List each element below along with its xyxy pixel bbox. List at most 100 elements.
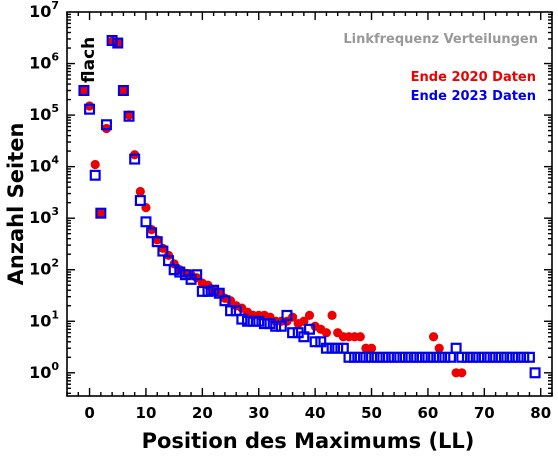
- point-2020: [90, 159, 100, 170]
- point-2020: [299, 316, 309, 326]
- point-2023: [377, 351, 389, 363]
- point-2023: [507, 351, 519, 363]
- point-2023: [478, 351, 490, 363]
- point-2020: [304, 310, 315, 320]
- point-2023: [219, 295, 231, 307]
- point-2023: [366, 351, 378, 363]
- point-2023: [230, 305, 242, 317]
- point-2023: [444, 351, 456, 363]
- x-tick-label: 40: [305, 404, 326, 422]
- x-tick-label: 70: [474, 404, 495, 422]
- y-tick-label: 103: [29, 205, 59, 227]
- y-tick-label: 106: [29, 51, 59, 73]
- point-2023: [241, 315, 253, 327]
- x-tick-label: 10: [136, 404, 157, 422]
- y-tick-label: 104: [29, 154, 59, 176]
- y-tick-label: 105: [29, 102, 59, 124]
- point-2023: [399, 351, 411, 363]
- point-2023: [354, 351, 366, 363]
- point-2020: [84, 101, 95, 111]
- point-2023: [473, 351, 485, 363]
- point-2020: [321, 328, 332, 338]
- point-2023: [163, 255, 175, 267]
- point-2023: [196, 285, 208, 297]
- point-2023: [349, 351, 361, 363]
- point-2020: [135, 186, 145, 197]
- point-2023: [456, 351, 468, 363]
- point-2023: [275, 320, 287, 332]
- point-2023: [151, 236, 163, 248]
- point-2023: [270, 320, 282, 332]
- point-2023: [100, 119, 112, 131]
- point-2023: [518, 351, 530, 363]
- x-tick-label: 20: [192, 404, 213, 422]
- point-2023: [298, 331, 310, 343]
- point-2023: [78, 84, 90, 96]
- point-2023: [326, 342, 338, 354]
- point-2023: [123, 110, 135, 122]
- point-2023: [202, 285, 214, 297]
- point-2023: [213, 287, 225, 299]
- point-2023: [236, 313, 248, 325]
- point-2020: [118, 85, 128, 96]
- x-axis-label: Position des Maximums (LL): [142, 429, 475, 453]
- point-2023: [174, 266, 186, 278]
- point-2023: [433, 351, 445, 363]
- point-2023: [405, 351, 417, 363]
- point-2023: [309, 336, 321, 348]
- point-2023: [168, 264, 180, 276]
- point-2023: [529, 367, 541, 379]
- point-2023: [512, 351, 524, 363]
- legend-entry-2020: Ende 2020 Daten: [411, 70, 536, 85]
- point-2023: [258, 318, 270, 330]
- data-points: [78, 34, 541, 379]
- point-2023: [428, 351, 440, 363]
- point-2023: [287, 327, 299, 339]
- point-2023: [490, 351, 502, 363]
- point-2020: [327, 310, 337, 320]
- point-2023: [411, 351, 423, 363]
- point-2020: [96, 208, 106, 218]
- point-2023: [523, 351, 535, 363]
- point-2023: [320, 342, 332, 354]
- point-2023: [501, 351, 513, 363]
- point-2023: [281, 309, 293, 321]
- y-axis-label: Anzahl Seiten: [4, 123, 28, 286]
- point-2023: [89, 169, 101, 181]
- x-tick-label: 50: [361, 404, 382, 422]
- point-2023: [422, 351, 434, 363]
- point-2023: [360, 351, 372, 363]
- point-2023: [467, 351, 479, 363]
- point-2020: [355, 332, 365, 342]
- point-2020: [457, 368, 467, 378]
- point-2023: [146, 227, 158, 239]
- point-2020: [428, 332, 439, 342]
- point-2023: [337, 342, 349, 354]
- x-tick-label: 0: [84, 404, 94, 422]
- legend-entry-2023: Ende 2023 Daten: [411, 89, 536, 104]
- point-2023: [461, 351, 473, 363]
- point-2023: [134, 195, 146, 207]
- point-2023: [129, 153, 141, 165]
- annotation-flach: flach: [79, 37, 99, 83]
- x-tick-label: 80: [530, 404, 551, 422]
- point-2023: [112, 37, 124, 49]
- point-2023: [343, 351, 355, 363]
- chart-title: Linkfrequenz Verteilungen: [343, 32, 538, 47]
- point-2023: [304, 323, 316, 335]
- point-2023: [439, 351, 451, 363]
- point-2023: [315, 336, 327, 348]
- point-2023: [247, 315, 259, 327]
- point-2023: [106, 34, 118, 46]
- plot-frame: [66, 11, 553, 397]
- point-2023: [140, 216, 152, 228]
- point-2023: [382, 351, 394, 363]
- point-2023: [495, 351, 507, 363]
- point-2023: [450, 342, 462, 354]
- point-2023: [394, 351, 406, 363]
- point-2023: [95, 207, 107, 219]
- point-2023: [264, 318, 276, 330]
- y-tick-label: 102: [29, 257, 59, 279]
- axis-ticks: 0 10 20 30 40 50 60 70 80 100 101 102 103 104 105 106 10…: [29, 0, 553, 422]
- y-tick-label: 101: [29, 308, 59, 330]
